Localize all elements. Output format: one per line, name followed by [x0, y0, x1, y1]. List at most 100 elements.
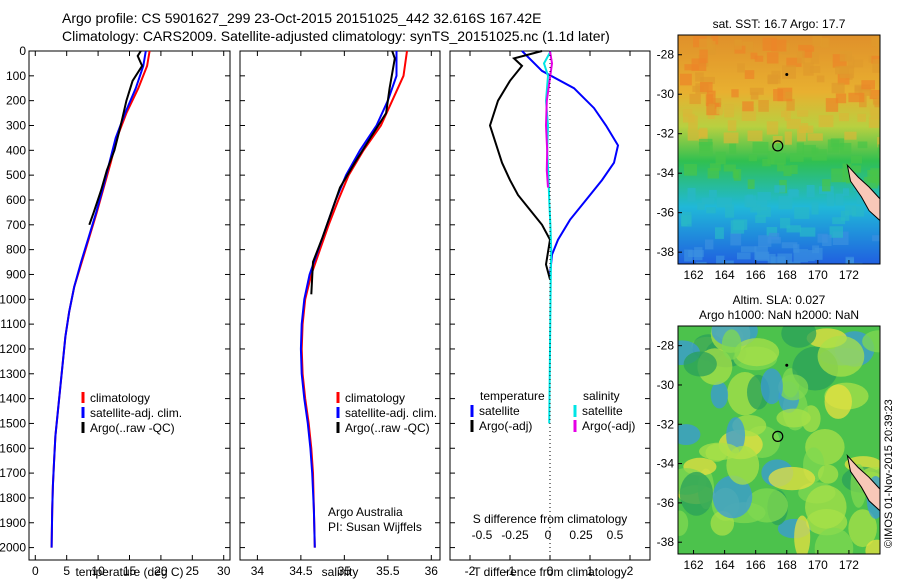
sst-cell	[723, 132, 739, 144]
sst-cell	[737, 63, 745, 73]
x-tick-label: 35	[338, 564, 352, 578]
series-line-satellite	[521, 50, 620, 275]
x-tick-label: 34	[251, 564, 265, 578]
map-y-tick-label: -34	[657, 166, 675, 180]
sst-cell	[698, 129, 708, 143]
sla-blob	[817, 464, 839, 484]
sst-cell	[844, 131, 857, 140]
map-x-tick-label: 170	[808, 558, 828, 572]
sla-blob	[848, 509, 877, 548]
sla-blob	[778, 374, 809, 401]
sst-cell	[699, 38, 713, 51]
sst-cell	[803, 62, 814, 76]
sst-cell	[682, 109, 693, 117]
sst-cell	[867, 170, 880, 182]
legend-label: satellite-adj. clim.	[345, 406, 437, 420]
x-axis-label: salinity	[322, 565, 359, 579]
sst-cell	[723, 164, 736, 172]
sst-cell	[762, 159, 771, 167]
sst-cell	[706, 90, 716, 104]
sst-cell	[783, 165, 792, 177]
sst-cell	[716, 197, 732, 208]
series-line-argo-adj-	[488, 50, 552, 280]
sla-blob	[781, 326, 817, 348]
sst-cell	[807, 250, 815, 262]
sla-blob	[679, 471, 714, 516]
credit-text: ©IMOS 01-Nov-2015 20:39:23	[883, 399, 895, 548]
sst-cell	[811, 202, 819, 215]
sst-cell	[840, 142, 852, 155]
sst-cell	[709, 163, 721, 171]
sst-cell	[687, 187, 696, 202]
sst-cell	[877, 137, 880, 148]
sla-blob	[678, 510, 689, 536]
map-x-tick-label: 166	[746, 558, 766, 572]
map-y-tick-label: -32	[657, 127, 675, 141]
sla-blob	[721, 329, 742, 360]
sst-cell	[752, 200, 768, 211]
sst-cell	[812, 35, 823, 47]
map-frame	[677, 325, 881, 555]
coastline	[846, 163, 880, 222]
sst-cell	[852, 165, 862, 173]
sst-cell	[835, 66, 849, 75]
profile-title: Argo profile: CS 5901627_299 23-Oct-2015…	[62, 10, 542, 26]
series-line-argo-adj-	[544, 50, 554, 188]
y-tick-label: 500	[6, 168, 26, 182]
sst-cell	[683, 164, 697, 176]
legend-group-temperature: temperature	[480, 389, 545, 403]
coastline	[846, 454, 880, 512]
map-frame	[677, 34, 881, 265]
sst-cell	[787, 189, 800, 198]
y-tick-label: 100	[6, 69, 26, 83]
sst-cell	[852, 59, 864, 68]
x-axis-label: temperature (deg C)	[75, 565, 183, 579]
sst-cell	[758, 235, 772, 247]
sst-cell	[876, 95, 880, 104]
profile-panel-3: -2 -1 0 1 2T difference from climatology temp…	[449, 50, 651, 579]
sst-cell	[699, 49, 708, 64]
sst-cell	[816, 75, 825, 83]
sst-cell	[777, 253, 793, 263]
map-title: sat. SST: 16.7 Argo: 17.7	[713, 17, 846, 31]
sst-cell	[696, 261, 707, 264]
legend-label: Argo(-adj)	[582, 419, 635, 433]
y-tick-label: 1000	[0, 292, 26, 306]
sst-cell	[810, 52, 820, 64]
sst-cell	[725, 204, 735, 218]
sst-cell	[774, 185, 786, 193]
sst-cell	[687, 129, 701, 141]
sst-cell	[871, 36, 880, 47]
y-tick-label: 900	[6, 267, 26, 281]
sst-cell	[706, 207, 716, 214]
sst-cell	[809, 66, 821, 73]
sla-blob	[678, 424, 701, 446]
x-tick-label: 36	[425, 564, 439, 578]
sst-cell	[750, 92, 759, 100]
sst-cell	[796, 142, 804, 155]
sst-cell	[811, 149, 827, 161]
sst-cell	[851, 206, 865, 217]
sla-blob	[776, 408, 811, 428]
map-x-tick-label: 168	[777, 268, 797, 282]
map-x-tick-label: 172	[839, 558, 859, 572]
sst-cell	[820, 38, 830, 49]
secondary-tick-label: -0.5	[472, 528, 493, 542]
sst-cell	[786, 57, 802, 67]
plot-frame	[28, 50, 231, 561]
sst-cell	[740, 246, 757, 253]
sst-cell	[872, 235, 880, 242]
legend-label: climatology	[345, 391, 405, 405]
legend-label: Argo(..raw -QC)	[90, 421, 175, 435]
point-marker	[785, 363, 789, 367]
legend-group-salinity: salinity	[583, 389, 620, 403]
sst-cell	[799, 227, 816, 237]
sst-cell	[847, 56, 855, 69]
sst-cell	[826, 193, 835, 207]
sst-cell	[757, 192, 771, 201]
series-line-climatology	[300, 50, 408, 548]
sst-cell	[777, 163, 785, 172]
sst-cell	[781, 110, 788, 118]
map-x-tick-label: 172	[839, 268, 859, 282]
sst-cell	[694, 247, 703, 261]
